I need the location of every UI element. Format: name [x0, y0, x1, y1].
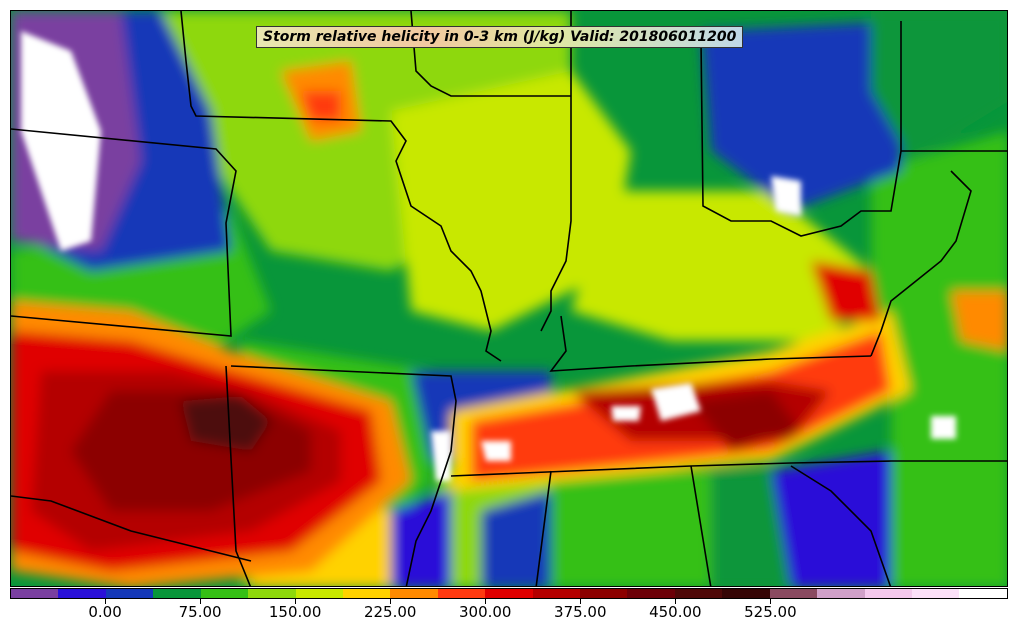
colorbar-segment: [390, 589, 438, 598]
colorbar-segment: [817, 589, 865, 598]
map-title: Storm relative helicity in 0-3 km (J/kg)…: [256, 26, 744, 48]
colorbar-ticks: [10, 599, 1008, 607]
colorbar-segment: [11, 589, 59, 598]
colorbar-segment: [153, 589, 201, 598]
colorbar-tick: [675, 599, 677, 604]
colorbar-tick-label: 300.00: [458, 603, 512, 621]
colorbar-tick-label: 450.00: [649, 603, 702, 621]
colorbar: [10, 588, 1008, 599]
map-panel: Storm relative helicity in 0-3 km (J/kg)…: [10, 10, 1008, 587]
colorbar-tick-label: 0.00: [88, 603, 122, 621]
colorbar-segment: [912, 589, 960, 598]
colorbar-segment: [722, 589, 770, 598]
colorbar-segment: [864, 589, 913, 598]
colorbar-segment: [105, 589, 154, 598]
colorbar-tick-label: 150.00: [268, 603, 322, 621]
colorbar-segment: [58, 589, 106, 598]
colorbar-segment: [580, 589, 628, 598]
colorbar-tick: [295, 599, 297, 604]
colorbar-segment: [200, 589, 249, 598]
colorbar-tick: [390, 599, 392, 604]
colorbar-segment: [295, 589, 343, 598]
colorbar-tick: [105, 599, 107, 604]
colorbar-tick: [580, 599, 582, 604]
colorbar-tick-label: 525.00: [744, 603, 797, 621]
colorbar-tick-label: 375.00: [554, 603, 607, 621]
colorbar-segment: [437, 589, 486, 598]
colorbar-tick-label: 225.00: [363, 603, 417, 621]
colorbar-segment: [248, 589, 296, 598]
colorbar-tick: [485, 599, 487, 604]
colorbar-tick: [770, 599, 772, 604]
colorbar-segment: [959, 589, 1007, 598]
colorbar-segment: [485, 589, 533, 598]
colorbar-segment: [342, 589, 391, 598]
colorbar-tick: [200, 599, 202, 604]
colorbar-tick-label: 75.00: [178, 603, 222, 621]
colorbar-segment: [627, 589, 675, 598]
colorbar-segment: [674, 589, 723, 598]
colorbar-segment: [769, 589, 818, 598]
helicity-field-map: [11, 11, 1007, 586]
colorbar-segment: [532, 589, 581, 598]
